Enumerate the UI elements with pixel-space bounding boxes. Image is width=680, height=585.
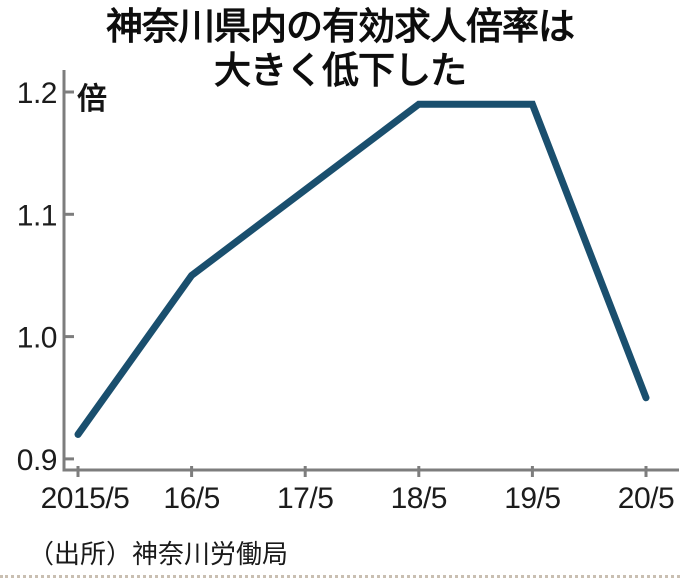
chart-title: 神奈川県内の有効求人倍率は 大きく低下した <box>0 5 680 93</box>
chart-title-line2: 大きく低下した <box>214 50 467 91</box>
y-tick-label: 0.9 <box>17 444 57 477</box>
y-axis-unit-label: 倍 <box>77 83 107 116</box>
x-tick-label: 19/5 <box>504 482 560 515</box>
data-line <box>74 100 650 438</box>
x-tick-label: 17/5 <box>277 482 333 515</box>
x-tick-label: 20/5 <box>618 482 674 515</box>
x-tick-label: 18/5 <box>391 482 447 515</box>
source-note: （出所）神奈川労働局 <box>28 539 289 569</box>
axis-labels: 1.2 1.1 1.0 0.9 2015/5 16/5 17/5 18/5 19/5 20/5 <box>17 77 675 515</box>
axes <box>62 70 679 477</box>
y-tick-label: 1.1 <box>17 199 57 232</box>
chart-title-line1: 神奈川県内の有効求人倍率は <box>106 6 575 47</box>
x-tick-label: 2015/5 <box>41 482 130 515</box>
y-tick-label: 1.2 <box>17 77 57 110</box>
bottom-divider <box>0 575 680 578</box>
x-tick-label: 16/5 <box>163 482 219 515</box>
y-tick-label: 1.0 <box>17 322 57 355</box>
